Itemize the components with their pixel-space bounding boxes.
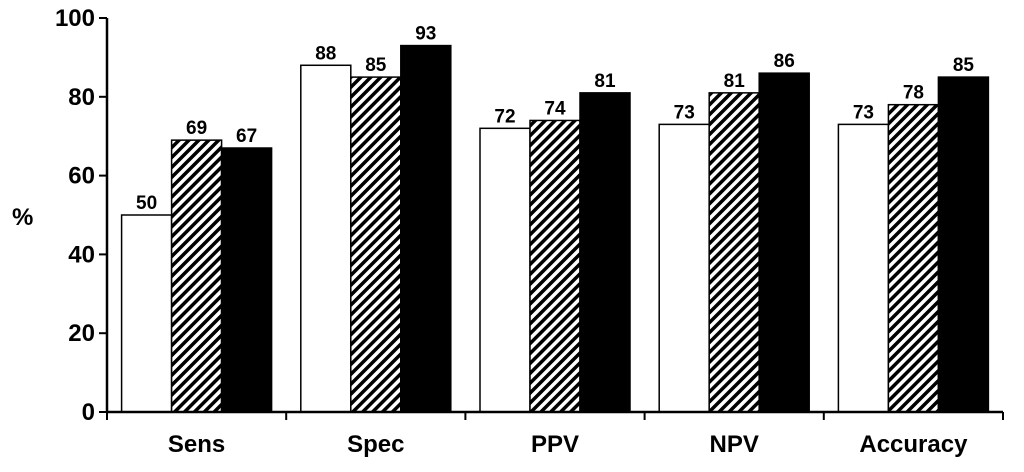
bar-accuracy-series-3 [937, 76, 990, 413]
y-tick-label-20: 20 [68, 320, 95, 347]
category-label-accuracy: Accuracy [859, 431, 968, 458]
data-label-sens-series-2: 69 [186, 118, 207, 139]
category-label-spec: Spec [347, 431, 404, 458]
category-labels-layer: Sens Spec PPV NPV Accuracy [168, 431, 968, 458]
data-label-accuracy-series-3: 85 [953, 55, 975, 76]
data-label-ppv-series-2: 74 [544, 98, 566, 119]
bar-sens-series-1 [120, 214, 173, 413]
ticks-layer: 0 20 40 60 80 100 [55, 5, 1004, 426]
bar-accuracy-series-2 [887, 103, 940, 413]
y-axis-label: % [12, 204, 33, 231]
bar-sens-series-3 [220, 147, 273, 413]
bar-spec-series-3 [400, 44, 452, 413]
data-label-spec-series-3: 93 [415, 24, 436, 45]
bar-ppv-series-2 [529, 119, 581, 413]
y-tick-label-80: 80 [68, 84, 95, 111]
bar-spec-series-1 [300, 64, 352, 413]
data-label-spec-series-1: 88 [315, 43, 336, 64]
data-label-npv-series-2: 81 [724, 71, 746, 92]
y-tick-label-60: 60 [68, 163, 95, 190]
y-tick-label-40: 40 [68, 241, 95, 268]
bar-sens-series-2 [170, 139, 223, 413]
category-label-sens: Sens [168, 431, 225, 458]
bar-spec-series-2 [350, 76, 402, 413]
y-tick-label-0: 0 [82, 399, 95, 426]
category-label-npv: NPV [710, 431, 759, 458]
data-label-npv-series-3: 86 [774, 51, 795, 72]
data-label-npv-series-1: 73 [674, 102, 695, 123]
bars-layer [120, 44, 990, 413]
axes-layer [105, 18, 1003, 414]
bar-ppv-series-1 [479, 127, 531, 413]
data-label-accuracy-series-2: 78 [903, 83, 924, 104]
bar-npv-series-2 [708, 92, 760, 413]
data-label-spec-series-2: 85 [365, 55, 387, 76]
data-label-sens-series-1: 50 [136, 193, 157, 214]
y-tick-label-100: 100 [55, 5, 95, 32]
data-labels-layer: 50 69 67 88 85 93 72 74 81 73 81 86 73 78 85 [136, 24, 974, 214]
category-label-ppv: PPV [531, 431, 579, 458]
bar-accuracy-series-1 [837, 123, 890, 413]
bar-ppv-series-3 [579, 92, 631, 413]
bar-npv-series-1 [658, 123, 710, 413]
data-label-sens-series-3: 67 [236, 126, 257, 147]
data-label-ppv-series-1: 72 [494, 106, 515, 127]
data-label-ppv-series-3: 81 [594, 71, 616, 92]
bar-npv-series-3 [758, 72, 810, 413]
data-label-accuracy-series-1: 73 [853, 102, 874, 123]
